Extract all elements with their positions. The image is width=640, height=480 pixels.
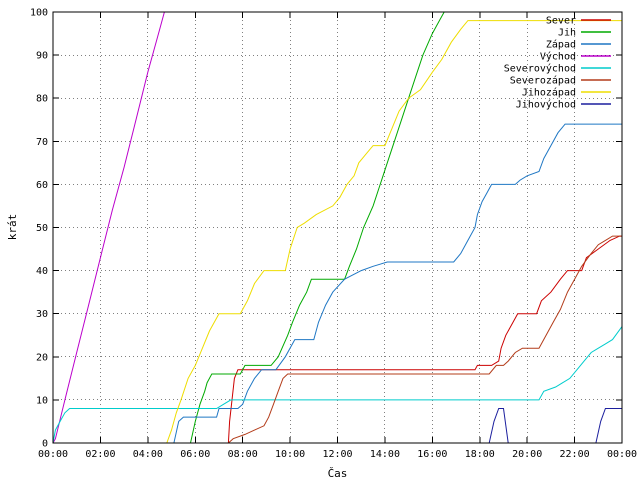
y-tick-label: 60 [36,180,48,191]
y-tick-label: 0 [42,439,48,450]
x-tick-label: 22:00 [560,449,590,460]
x-tick-label: 12:00 [322,449,352,460]
y-tick-label: 10 [36,395,48,406]
series-line-6 [53,235,622,444]
legend-label: Severozápad [510,75,576,87]
x-tick-label: 04:00 [133,449,163,460]
y-tick-label: 50 [36,223,48,234]
legend: SeverJihZápadVýchodSeverovýchodSeverozáp… [504,16,611,111]
legend-label: Jih [558,28,576,39]
y-tick-label: 30 [36,309,48,320]
y-tick-label: 70 [36,137,48,148]
series-line-1 [53,235,622,444]
series-line-7 [53,20,622,444]
y-tick-label: 90 [36,51,48,62]
x-tick-label: 14:00 [370,449,400,460]
legend-label: Sever [546,16,576,27]
legend-label: Východ [540,51,576,63]
x-axis-label: Čas [328,467,348,480]
x-tick-label: 00:00 [607,449,637,460]
x-tick-label: 20:00 [512,449,542,460]
legend-label: Jihozápad [522,87,576,99]
x-tick-label: 10:00 [275,449,305,460]
y-tick-label: 20 [36,352,48,363]
x-tick-label: 16:00 [417,449,447,460]
series-lines [52,11,623,444]
x-tick-label: 02:00 [85,449,115,460]
series-line-3 [53,123,622,444]
y-axis-label: krát [6,214,19,241]
x-tick-label: 00:00 [38,449,68,460]
x-tick-label: 08:00 [228,449,258,460]
legend-label: Severovýchod [504,63,576,75]
y-tick-label: 40 [36,266,48,277]
legend-label: Západ [546,39,576,51]
series-line-2 [53,11,445,444]
y-tick-label: 100 [30,8,48,19]
y-tick-label: 80 [36,94,48,105]
x-tick-label: 06:00 [180,449,210,460]
series-line-4 [52,11,165,444]
series-line-5 [52,326,623,444]
series-line-8 [53,408,622,444]
ticks: 0 10 20 30 40 50 60 70 80 90 100 00:00 02:00 04:00 06:… [30,8,637,461]
legend-label: Jihovýchod [516,99,576,111]
x-tick-label: 18:00 [465,449,495,460]
